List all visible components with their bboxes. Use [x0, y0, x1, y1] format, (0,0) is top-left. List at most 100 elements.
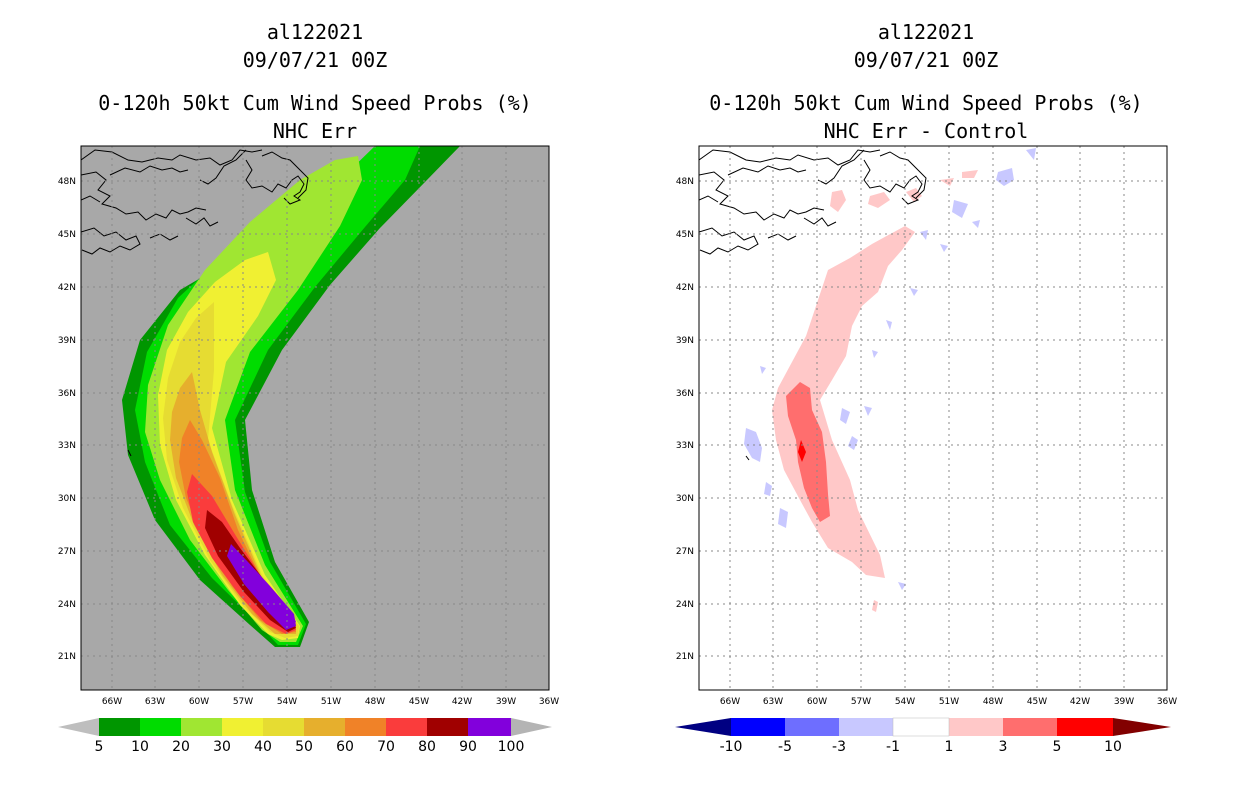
left-colorbar-label: 40 — [254, 739, 272, 755]
diff-neg-1q — [872, 350, 878, 358]
left-colorbar-bin — [222, 718, 263, 736]
right-colorbar-label: -10 — [720, 739, 743, 755]
lat-tick-label: 42N — [58, 283, 76, 293]
left-colorbar-label: 90 — [459, 739, 477, 755]
lat-tick-label: 24N — [58, 600, 76, 610]
diff-pos-3 — [786, 382, 830, 522]
left-product-title: 0-120h 50kt Cum Wind Speed Probs (%) — [98, 91, 532, 115]
left-colorbar-over — [511, 718, 552, 736]
right-datetime: 09/07/21 00Z — [853, 48, 999, 72]
diff-neg-1m — [920, 230, 928, 240]
left-map: 66W 63W 60W 57W 54W 51W 48W 45W 42W 39W … — [58, 145, 559, 707]
swath-60 — [179, 420, 296, 634]
right-product-title: 0-120h 50kt Cum Wind Speed Probs (%) — [709, 91, 1143, 115]
lon-tick-label: 66W — [720, 697, 740, 707]
lon-tick-label: 57W — [851, 697, 871, 707]
lon-tick-label: 45W — [409, 697, 429, 707]
lat-tick-label: 45N — [58, 230, 76, 240]
left-lat-labels: 48N 45N 42N 39N 36N 33N 30N 27N 24N 21N — [58, 177, 76, 662]
lon-tick-label: 42W — [1070, 697, 1090, 707]
right-colorbar-over — [1113, 718, 1171, 736]
left-map-frame — [80, 145, 550, 691]
left-lon-labels: 66W 63W 60W 57W 54W 51W 48W 45W 42W 39W … — [102, 697, 559, 707]
right-subtitle: NHC Err - Control — [823, 119, 1029, 143]
diff-neg-1f — [848, 436, 858, 450]
lat-tick-label: 21N — [676, 652, 694, 662]
left-colorbar-bin — [263, 718, 304, 736]
left-colorbar-label: 60 — [336, 739, 354, 755]
diff-neg-1c — [778, 508, 788, 528]
lat-tick-label: 30N — [58, 494, 76, 504]
right-colorbar-bin — [1003, 718, 1057, 736]
lon-tick-label: 39W — [496, 697, 516, 707]
lat-tick-label: 30N — [676, 494, 694, 504]
lon-tick-label: 36W — [1157, 697, 1177, 707]
lon-tick-label: 54W — [277, 697, 297, 707]
lon-tick-label: 63W — [763, 697, 783, 707]
left-colorbar-label: 5 — [95, 739, 104, 755]
left-colorbar-bin — [181, 718, 222, 736]
lat-tick-label: 36N — [58, 389, 76, 399]
lon-tick-label: 54W — [895, 697, 915, 707]
diff-pos-5 — [798, 440, 806, 462]
left-colorbar-bin — [427, 718, 468, 736]
lon-tick-label: 36W — [539, 697, 559, 707]
diff-neg-1i — [952, 200, 968, 218]
right-coastline — [699, 149, 927, 461]
diff-neg-1n — [940, 244, 948, 252]
lat-tick-label: 27N — [58, 547, 76, 557]
left-colorbar-bin — [99, 718, 140, 736]
left-colorbar-bin — [386, 718, 427, 736]
lat-tick-label: 45N — [676, 230, 694, 240]
diff-pos-1c — [868, 192, 890, 208]
left-colorbar-label: 20 — [172, 739, 190, 755]
right-lat-labels: 48N 45N 42N 39N 36N 33N 30N 27N 24N 21N — [676, 177, 694, 662]
lon-tick-label: 42W — [452, 697, 472, 707]
diff-pos-1e — [940, 178, 954, 186]
right-colorbar-label: 5 — [1053, 739, 1062, 755]
right-difference-field — [744, 148, 1036, 612]
right-colorbar-label: -5 — [778, 739, 792, 755]
lon-tick-label: 39W — [1114, 697, 1134, 707]
right-storm-id: al122021 — [877, 20, 975, 44]
lat-tick-label: 36N — [676, 389, 694, 399]
lat-tick-label: 21N — [58, 652, 76, 662]
left-datetime: 09/07/21 00Z — [242, 48, 388, 72]
left-coastline — [81, 149, 309, 457]
lon-tick-label: 51W — [321, 697, 341, 707]
swath-50 — [170, 372, 296, 634]
lon-tick-label: 57W — [233, 697, 253, 707]
left-storm-id: al122021 — [266, 20, 364, 44]
lat-tick-label: 48N — [676, 177, 694, 187]
left-colorbar-label: 70 — [377, 739, 395, 755]
lat-tick-label: 27N — [676, 547, 694, 557]
left-colorbar-bin — [345, 718, 386, 736]
lon-tick-label: 60W — [189, 697, 209, 707]
right-colorbar-bin — [1057, 718, 1113, 736]
left-colorbar-bin — [304, 718, 345, 736]
right-colorbar-bin — [949, 718, 1003, 736]
right-colorbar-bin — [731, 718, 785, 736]
swath-40 — [163, 302, 299, 638]
left-colorbar-label: 10 — [131, 739, 149, 755]
right-graticule — [699, 146, 1167, 690]
right-colorbar-label: 3 — [999, 739, 1008, 755]
right-colorbar-bin — [785, 718, 839, 736]
right-colorbar-white-outline — [892, 717, 950, 737]
diff-pos-1g — [872, 600, 878, 612]
left-colorbar-bin — [140, 718, 181, 736]
lon-tick-label: 51W — [939, 697, 959, 707]
lon-tick-label: 48W — [983, 697, 1003, 707]
diff-neg-1o — [910, 288, 918, 296]
left-colorbar-bin — [468, 718, 511, 736]
lat-tick-label: 24N — [676, 600, 694, 610]
diff-neg-1d — [840, 408, 850, 424]
left-probability-swath — [122, 146, 460, 647]
right-map-background — [699, 146, 1167, 690]
diff-neg-1e — [864, 406, 872, 416]
left-graticule — [81, 146, 549, 690]
diff-neg-1h — [898, 582, 906, 590]
left-colorbar: 5 10 20 30 40 50 60 70 80 90 100 — [58, 718, 552, 755]
diff-neg-1b — [764, 482, 772, 496]
